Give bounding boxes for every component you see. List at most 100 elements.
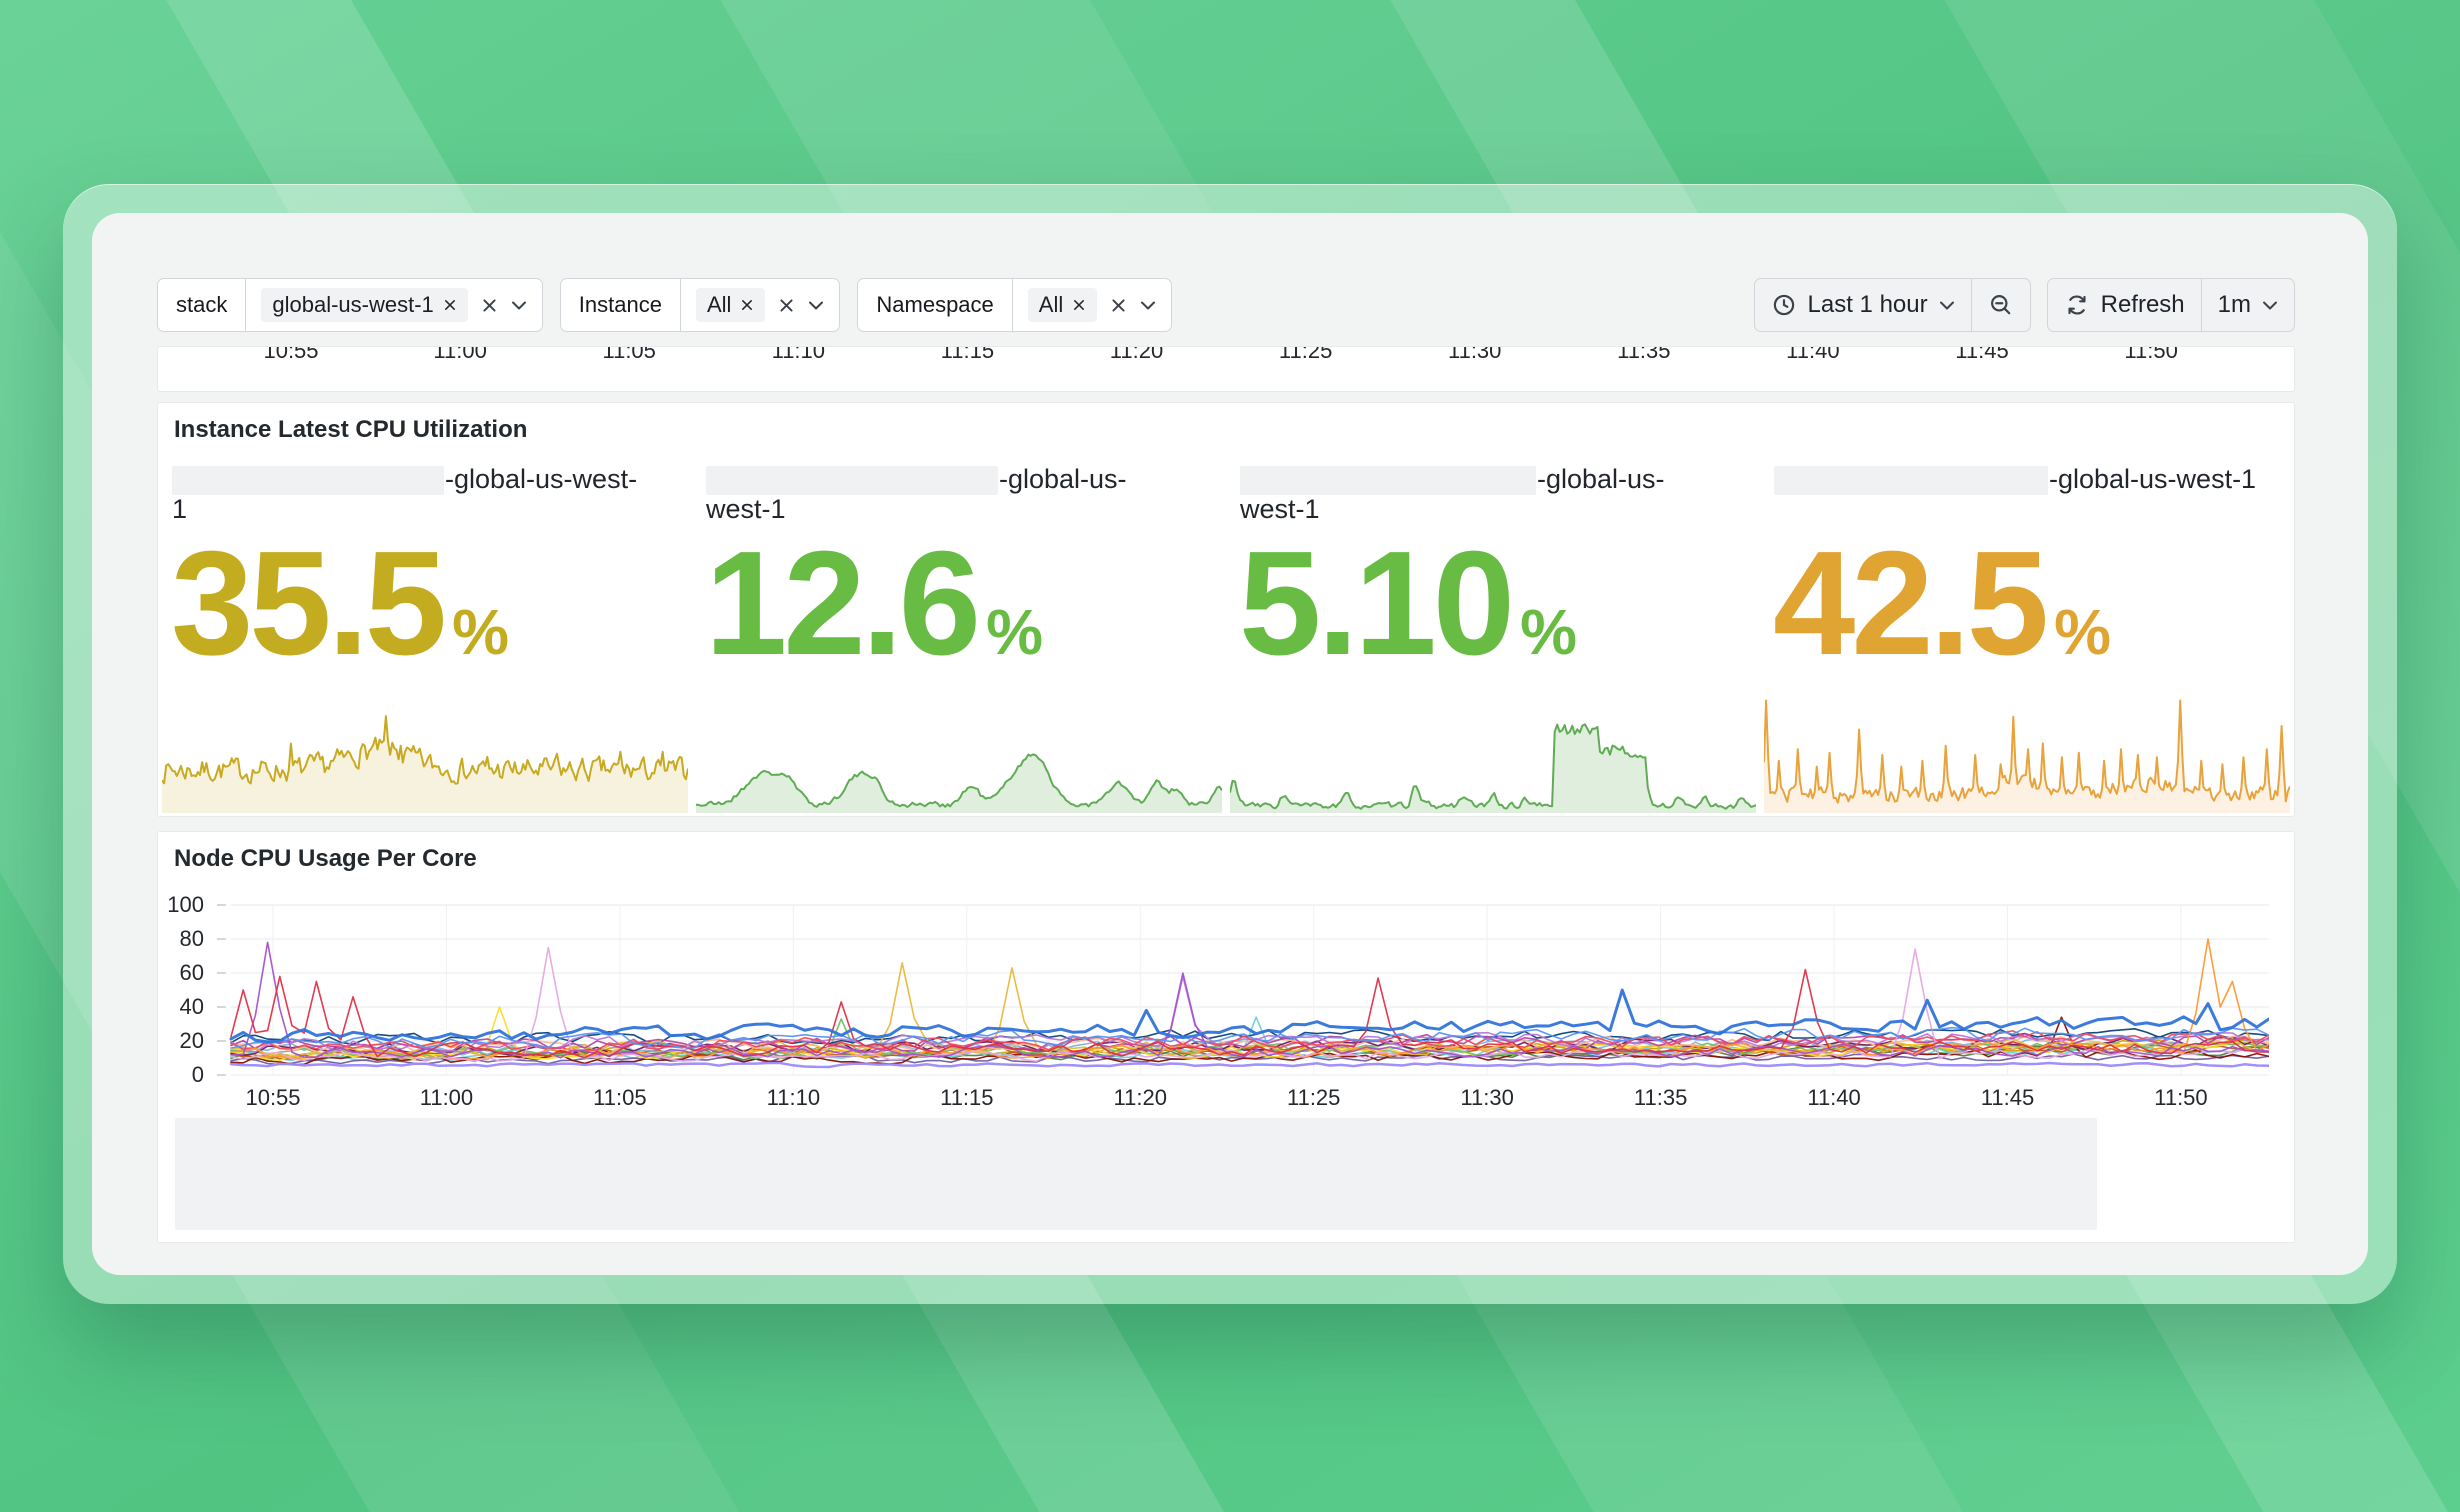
stat-cells: -global-us-west- 1 35.5% -global-us- wes… xyxy=(158,459,2294,816)
time-tick-label: 11:40 xyxy=(1807,1085,1861,1110)
y-tick-label: 0 xyxy=(191,1062,204,1087)
stat-label: -global-us- west-1 xyxy=(706,464,1127,524)
time-tick-label: 11:45 xyxy=(1980,1085,2035,1110)
chip-remove-icon[interactable] xyxy=(443,298,457,312)
chip-remove-icon[interactable] xyxy=(740,298,754,312)
y-tick-label: 20 xyxy=(179,1028,204,1053)
time-picker-group: Last 1 hour xyxy=(1753,278,2031,332)
time-tick-label: 11:25 xyxy=(1278,346,1333,363)
y-tick-label: 60 xyxy=(179,960,204,985)
filter-namespace-chip[interactable]: All xyxy=(1027,288,1098,322)
redacted-label-prefix xyxy=(706,466,998,495)
clock-icon xyxy=(1773,294,1794,316)
panel-title: Instance Latest CPU Utilization xyxy=(174,416,528,443)
zoom-out-button[interactable] xyxy=(1970,279,2030,331)
time-tick-label: 11:05 xyxy=(602,346,656,363)
time-tick-label: 11:35 xyxy=(1617,346,1671,363)
stat-cell[interactable]: -global-us-west- 1 35.5% xyxy=(158,459,692,816)
chevron-down-icon[interactable] xyxy=(808,301,824,310)
stat-label: -global-us- west-1 xyxy=(1240,464,1665,524)
time-tick-label: 11:20 xyxy=(1109,346,1164,363)
stat-value: 5.10% xyxy=(1239,521,1577,686)
refresh-label: Refresh xyxy=(2100,291,2185,318)
stat-unit: % xyxy=(2054,596,2111,668)
time-tick-label: 11:50 xyxy=(2154,1085,2208,1110)
time-tick-label: 11:30 xyxy=(1460,1085,1514,1110)
chevron-down-icon[interactable] xyxy=(511,301,527,310)
device-frame: stack global-us-west-1 Instance xyxy=(63,184,2397,1304)
refresh-interval-button[interactable]: 1m xyxy=(2200,279,2294,331)
time-tick-label: 11:15 xyxy=(940,1085,994,1110)
filter-instance: Instance All xyxy=(559,278,841,332)
time-tick-label: 11:05 xyxy=(593,1085,647,1110)
filter-stack-chip[interactable]: global-us-west-1 xyxy=(261,288,468,322)
sparkline xyxy=(1230,711,1756,813)
time-range-label: Last 1 hour xyxy=(1807,291,1928,318)
refresh-icon xyxy=(2068,295,2086,315)
sparkline xyxy=(696,742,1222,813)
filter-stack-chip-label: global-us-west-1 xyxy=(272,292,434,317)
magnifier-minus-icon xyxy=(1990,295,2010,315)
time-tick-label: 11:00 xyxy=(433,346,487,363)
time-tick-label: 10:55 xyxy=(263,346,319,363)
cpu-usage-chart[interactable] xyxy=(217,903,2269,1077)
filter-instance-label: Instance xyxy=(561,279,681,331)
y-tick-label: 40 xyxy=(179,994,204,1019)
filter-instance-chip-label: All xyxy=(706,292,732,317)
filter-stack-label: stack xyxy=(158,279,247,331)
time-tick-label: 11:35 xyxy=(1633,1085,1688,1110)
redacted-label-prefix xyxy=(1774,466,2048,495)
stat-unit: % xyxy=(986,596,1043,668)
y-tick-label: 100 xyxy=(167,892,204,917)
stat-cell[interactable]: -global-us- west-1 12.6% xyxy=(692,459,1226,816)
time-tick-label: 11:10 xyxy=(771,346,826,363)
chevron-down-icon xyxy=(1939,301,1954,309)
time-tick-label: 11:25 xyxy=(1286,1085,1341,1110)
stat-unit: % xyxy=(1520,596,1577,668)
time-range-button[interactable]: Last 1 hour xyxy=(1755,279,1971,331)
time-tick-label: 11:10 xyxy=(766,1085,821,1110)
filter-clear-icon[interactable] xyxy=(481,297,498,314)
time-tick-label: 11:45 xyxy=(1955,346,2009,363)
stat-label: -global-us-west- 1 xyxy=(172,464,638,524)
time-tick-label: 10:55 xyxy=(245,1085,301,1110)
chip-remove-icon[interactable] xyxy=(1072,298,1086,312)
refresh-button[interactable]: Refresh xyxy=(2048,279,2201,331)
time-tick-label: 11:50 xyxy=(2124,346,2178,363)
stat-unit: % xyxy=(452,596,509,668)
sparkline xyxy=(1764,697,2290,813)
refresh-interval-label: 1m xyxy=(2217,291,2251,318)
stat-cell[interactable]: -global-us- west-1 5.10% xyxy=(1226,459,1760,816)
stat-cell[interactable]: -global-us-west-1 42.5% xyxy=(1760,459,2294,816)
panel-instance-latest-cpu: Instance Latest CPU Utilization -global-… xyxy=(157,402,2295,817)
chevron-down-icon xyxy=(2263,301,2277,309)
redacted-label-prefix xyxy=(172,466,444,495)
time-tick-label: 11:15 xyxy=(940,346,995,363)
time-tick-label: 11:00 xyxy=(419,1085,474,1110)
legend-redacted-block xyxy=(175,1118,2097,1230)
stat-value: 12.6% xyxy=(705,521,1043,686)
panel-title: Node CPU Usage Per Core xyxy=(174,845,477,872)
time-controls: Last 1 hour Refresh 1m xyxy=(1753,278,2295,332)
chevron-down-icon[interactable] xyxy=(1140,301,1156,310)
filter-stack: stack global-us-west-1 xyxy=(157,278,543,332)
filter-clear-icon[interactable] xyxy=(778,297,795,314)
stat-value: 35.5% xyxy=(171,521,509,686)
panel-node-cpu-per-core: Node CPU Usage Per Core 100 80 60 40 20 0 10:… xyxy=(157,831,2295,1243)
time-tick-label: 11:20 xyxy=(1113,1085,1167,1110)
filter-namespace: Namespace All xyxy=(857,278,1173,332)
time-tick-label: 11:30 xyxy=(1447,346,1502,363)
filter-namespace-label: Namespace xyxy=(858,279,1013,331)
filter-instance-chip[interactable]: All xyxy=(695,288,766,322)
dashboard-window: stack global-us-west-1 Instance xyxy=(92,213,2368,1275)
sparkline xyxy=(162,711,688,813)
time-tick-label: 11:40 xyxy=(1786,346,1840,363)
stat-label: -global-us-west-1 xyxy=(1774,465,2280,495)
redacted-label-prefix xyxy=(1240,466,1536,495)
y-tick-label: 80 xyxy=(179,926,204,951)
filter-clear-icon[interactable] xyxy=(1110,297,1127,314)
partial-panel-time-axis: 10:55 11:00 11:05 11:10 11:15 11:20 11:25 11:30… xyxy=(157,346,2295,392)
filter-namespace-chip-label: All xyxy=(1038,292,1064,317)
dashboard-toolbar: stack global-us-west-1 Instance xyxy=(157,278,2295,332)
